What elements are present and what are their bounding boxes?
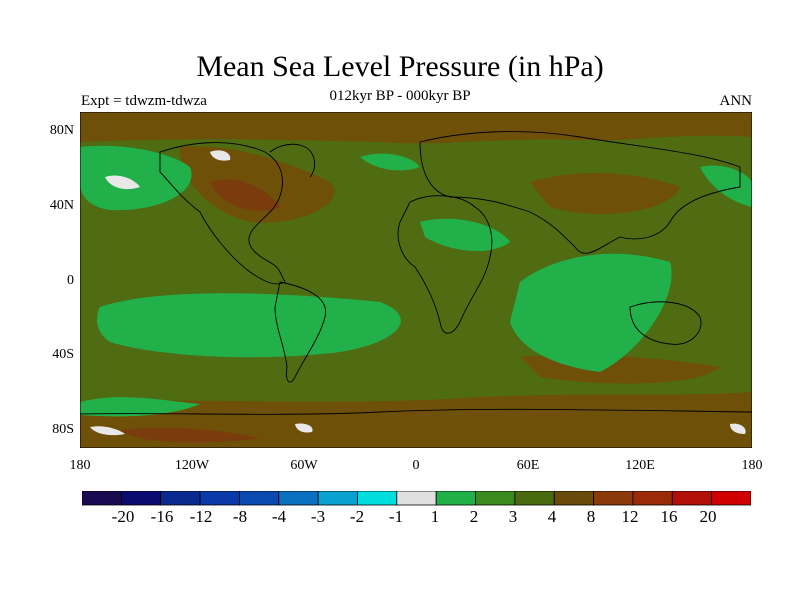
neutral-zones: [90, 150, 746, 436]
experiment-label: Expt = tdwzm-tdwza: [81, 93, 207, 109]
lat-label-80n: 80N: [49, 123, 74, 138]
lon-label-120e: 120E: [625, 458, 655, 473]
lon-label-60w: 60W: [290, 458, 318, 473]
pressure-map: [80, 112, 752, 448]
lon-label-180w: 180: [69, 458, 91, 473]
colorbar-swatch: [396, 491, 437, 506]
colorbar-label: -2: [349, 507, 365, 526]
colorbar-swatch: [120, 491, 162, 506]
colorbar-swatch: [553, 491, 594, 506]
colorbar-label: 8: [586, 507, 596, 526]
lon-label-180e: 180: [741, 458, 763, 473]
lat-label-80s: 80S: [52, 422, 74, 437]
colorbar-swatch: [671, 491, 713, 506]
colorbar-swatch: [514, 491, 555, 506]
colorbar-label: 16: [660, 507, 678, 526]
lon-label-120w: 120W: [174, 458, 210, 473]
colorbar-swatch: [475, 491, 516, 506]
colorbar-swatch: [278, 491, 319, 506]
brown-zones: [80, 112, 752, 448]
lon-label-60e: 60E: [516, 458, 540, 473]
redbrown-zones: [120, 179, 280, 443]
colorbar-label: 3: [508, 507, 518, 526]
colorbar-label: 20: [699, 507, 717, 526]
colorbar: [82, 491, 751, 506]
colorbar-swatch: [82, 491, 122, 506]
colorbar-label: -4: [271, 507, 287, 526]
colorbar-swatch: [199, 491, 240, 506]
colorbar-label: -3: [310, 507, 326, 526]
colorbar-swatch: [593, 491, 634, 506]
map-subtitle: 012kyr BP - 000kyr BP: [329, 88, 471, 104]
lat-label-40s: 40S: [52, 347, 74, 362]
coastlines: [80, 131, 752, 415]
colorbar-label: 12: [621, 507, 639, 526]
lat-label-0: 0: [67, 273, 74, 288]
colorbar-swatch: [317, 491, 358, 506]
colorbar-swatch: [711, 491, 751, 506]
map-title: Mean Sea Level Pressure (in hPa): [196, 50, 604, 83]
colorbar-swatch: [632, 491, 673, 506]
colorbar-label: -8: [232, 507, 248, 526]
colorbar-label: -16: [150, 507, 174, 526]
colorbar-label: 2: [469, 507, 479, 526]
colorbar-label: -12: [189, 507, 213, 526]
green-zones: [80, 145, 752, 417]
lon-label-0: 0: [412, 458, 420, 473]
colorbar-label: -20: [111, 507, 135, 526]
colorbar-label: 4: [547, 507, 557, 526]
colorbar-swatch: [239, 491, 280, 506]
season-label: ANN: [719, 93, 753, 109]
colorbar-swatch: [357, 491, 398, 506]
colorbar-label: -1: [388, 507, 404, 526]
colorbar-label: 1: [430, 507, 440, 526]
lat-label-40n: 40N: [49, 198, 74, 213]
colorbar-swatch: [160, 491, 201, 506]
colorbar-swatch: [435, 491, 476, 506]
